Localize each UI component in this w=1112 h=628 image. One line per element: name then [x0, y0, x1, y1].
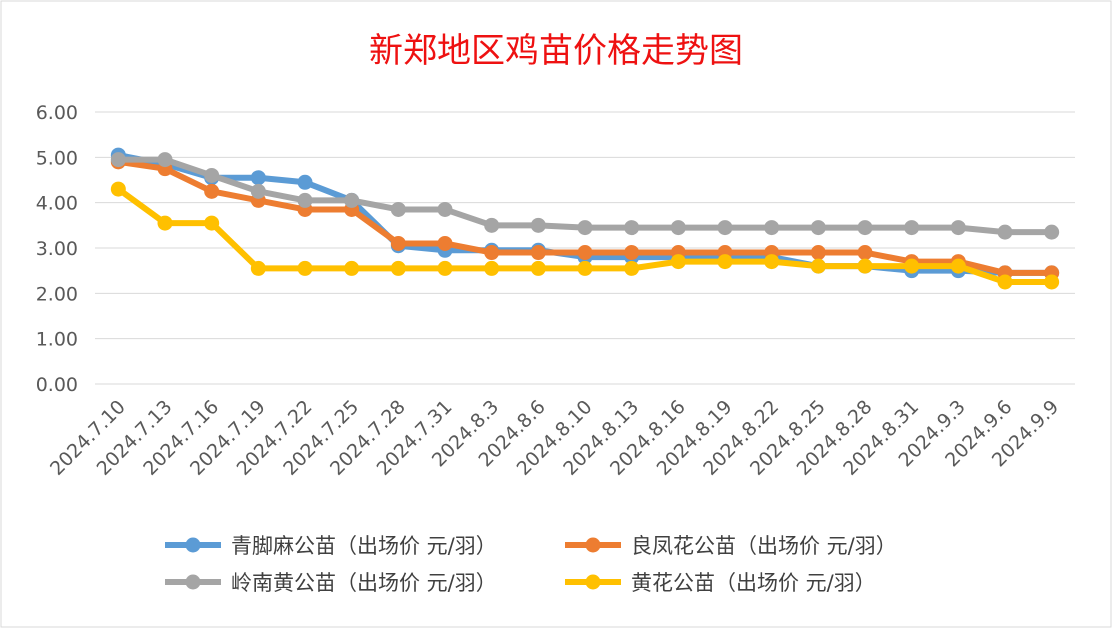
data-point	[390, 201, 406, 217]
data-point	[344, 192, 360, 208]
series-3	[110, 152, 1060, 240]
legend-item: 良凤花公苗（出场价 元/羽）	[565, 534, 897, 558]
data-point	[577, 220, 593, 236]
legend-item: 青脚麻公苗（出场价 元/羽）	[165, 534, 497, 558]
data-point	[670, 254, 686, 270]
data-point	[484, 245, 500, 261]
legend-marker	[185, 574, 201, 590]
data-point	[857, 258, 873, 274]
data-point	[904, 258, 920, 274]
data-point	[717, 220, 733, 236]
data-point	[530, 260, 546, 276]
y-tick-label: 1.00	[36, 329, 78, 351]
chart-title: 新郑地区鸡苗价格走势图	[369, 31, 743, 71]
data-point	[717, 254, 733, 270]
data-point	[344, 260, 360, 276]
data-point	[950, 258, 966, 274]
legend-label: 良凤花公苗（出场价 元/羽）	[631, 534, 897, 558]
series-4	[110, 181, 1060, 290]
data-point	[904, 220, 920, 236]
y-tick-label: 5.00	[36, 147, 78, 169]
data-point	[250, 260, 266, 276]
data-point	[484, 260, 500, 276]
data-point	[157, 215, 173, 231]
legend-marker	[585, 537, 601, 553]
data-point	[110, 181, 126, 197]
data-point	[250, 170, 266, 186]
data-point	[157, 152, 173, 168]
data-point	[204, 183, 220, 199]
data-point	[297, 192, 313, 208]
data-point	[110, 152, 126, 168]
legend-label: 青脚麻公苗（出场价 元/羽）	[231, 534, 497, 558]
data-point	[764, 220, 780, 236]
data-point	[764, 254, 780, 270]
y-axis: 0.00 1.00 2.00 3.00 4.00 5.00 6.00	[36, 102, 78, 396]
data-point	[530, 245, 546, 261]
data-point	[204, 167, 220, 183]
y-tick-label: 6.00	[36, 102, 78, 124]
legend: 青脚麻公苗（出场价 元/羽） 良凤花公苗（出场价 元/羽） 岭南黄公苗（出场价 元/…	[165, 534, 897, 595]
legend-label: 岭南黄公苗（出场价 元/羽）	[231, 571, 497, 595]
data-point	[857, 220, 873, 236]
data-point	[484, 217, 500, 233]
data-point	[390, 235, 406, 251]
data-point	[624, 220, 640, 236]
data-point	[577, 260, 593, 276]
legend-marker	[185, 537, 201, 553]
data-point	[390, 260, 406, 276]
legend-item: 黄花公苗（出场价 元/羽）	[565, 571, 876, 595]
data-point	[1044, 274, 1060, 290]
y-tick-label: 3.00	[36, 238, 78, 260]
data-point	[997, 274, 1013, 290]
data-point	[950, 220, 966, 236]
data-point	[204, 215, 220, 231]
y-tick-label: 4.00	[36, 193, 78, 215]
data-point	[530, 217, 546, 233]
data-point	[810, 258, 826, 274]
data-point	[577, 245, 593, 261]
legend-marker	[585, 574, 601, 590]
legend-label: 黄花公苗（出场价 元/羽）	[631, 571, 876, 595]
y-tick-label: 0.00	[36, 374, 78, 396]
data-point	[437, 201, 453, 217]
data-point	[997, 224, 1013, 240]
data-point	[857, 245, 873, 261]
series-group	[110, 147, 1060, 290]
data-point	[437, 260, 453, 276]
data-point	[624, 260, 640, 276]
data-point	[810, 245, 826, 261]
y-tick-label: 2.00	[36, 283, 78, 305]
data-point	[437, 235, 453, 251]
data-point	[1044, 224, 1060, 240]
data-point	[297, 260, 313, 276]
data-point	[250, 183, 266, 199]
data-point	[670, 220, 686, 236]
data-point	[297, 174, 313, 190]
legend-item: 岭南黄公苗（出场价 元/羽）	[165, 571, 497, 595]
data-point	[810, 220, 826, 236]
data-point	[624, 245, 640, 261]
